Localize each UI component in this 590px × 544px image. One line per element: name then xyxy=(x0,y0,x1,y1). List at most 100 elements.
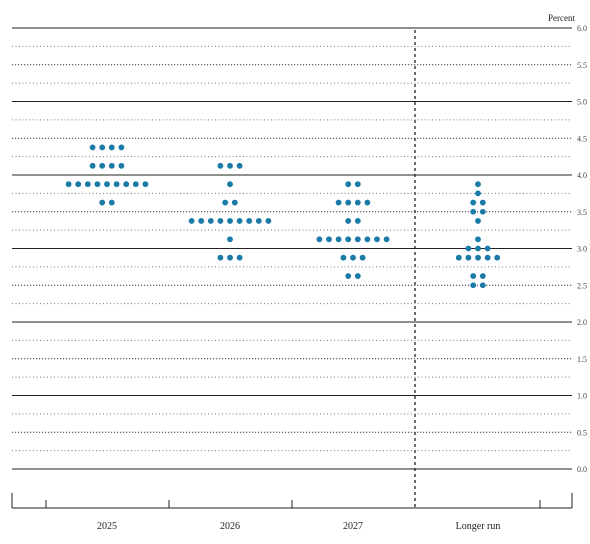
y-tick-label: 1.5 xyxy=(577,355,587,364)
participant-dot xyxy=(316,236,323,243)
participant-dot xyxy=(123,181,130,188)
y-tick-label: 3.0 xyxy=(577,245,587,254)
participant-dot xyxy=(227,236,233,243)
participant-dot xyxy=(188,218,195,224)
participant-dot xyxy=(265,218,272,224)
participant-dot xyxy=(374,236,380,243)
participant-dot xyxy=(227,181,233,188)
participant-dot xyxy=(142,181,149,188)
participant-dot xyxy=(350,254,356,261)
participant-dot xyxy=(494,254,501,261)
dot-series xyxy=(65,144,501,289)
y-tick-label: 2.5 xyxy=(577,281,587,290)
participant-dot xyxy=(222,199,229,206)
participant-dot xyxy=(354,218,361,224)
y-tick-label: 2.0 xyxy=(577,318,587,327)
y-tick-label: 6.0 xyxy=(577,24,587,33)
participant-dot xyxy=(345,273,352,279)
participant-dot xyxy=(236,218,243,224)
participant-dot xyxy=(217,254,224,261)
participant-dot xyxy=(364,236,371,243)
participant-dot xyxy=(132,181,139,188)
participant-dot xyxy=(475,254,481,261)
y-tick-label: 0.0 xyxy=(577,465,587,474)
participant-dot xyxy=(345,236,352,243)
y-tick-labels: 0.0 0.5 1.0 1.5 2.0 2.5 3.0 3.5 4.0 4.5 5.0 5.5 6.0 xyxy=(577,24,587,474)
participant-dot xyxy=(465,245,472,252)
participant-dot xyxy=(118,144,125,151)
participant-dot xyxy=(479,208,486,215)
participant-dot xyxy=(340,254,347,261)
participant-dot xyxy=(99,144,106,151)
participant-dot xyxy=(108,162,115,169)
participant-dot xyxy=(479,199,486,206)
y-tick-label: 5.5 xyxy=(577,61,587,70)
participant-dot xyxy=(455,254,462,261)
participant-dot xyxy=(354,236,361,243)
x-category-label: 2026 xyxy=(220,521,240,532)
participant-dot xyxy=(113,181,120,188)
participant-dot xyxy=(108,199,115,206)
participant-dot xyxy=(475,190,481,197)
participant-dot xyxy=(470,282,477,289)
participant-dot xyxy=(354,181,361,188)
participant-dot xyxy=(207,218,214,224)
participant-dot xyxy=(231,199,238,206)
participant-dot xyxy=(118,162,125,169)
participant-dot xyxy=(345,199,352,206)
participant-dot xyxy=(99,199,106,206)
participant-dot xyxy=(475,236,481,243)
participant-dot xyxy=(246,218,253,224)
participant-dot xyxy=(345,181,352,188)
participant-dot xyxy=(479,282,486,289)
x-category-label: Longer run xyxy=(456,521,501,532)
participant-dot xyxy=(227,162,233,169)
participant-dot xyxy=(217,162,224,169)
y-unit-label: Percent xyxy=(548,13,575,23)
participant-dot xyxy=(227,218,233,224)
y-tick-label: 3.5 xyxy=(577,208,587,217)
x-category-label: 2027 xyxy=(343,521,363,532)
participant-dot xyxy=(89,162,96,169)
participant-dot xyxy=(335,236,342,243)
participant-dot xyxy=(236,162,243,169)
participant-dot xyxy=(354,273,361,279)
y-tick-label: 1.0 xyxy=(577,392,587,401)
participant-dot xyxy=(326,236,332,243)
x-category-label: 2025 xyxy=(97,521,117,532)
participant-dot xyxy=(465,254,472,261)
participant-dot xyxy=(479,273,486,279)
participant-dot xyxy=(484,245,491,252)
participant-dot xyxy=(75,181,82,188)
x-category-labels: 2025 2026 2027 Longer run xyxy=(97,521,500,532)
participant-dot xyxy=(335,199,342,206)
participant-dot xyxy=(94,181,101,188)
x-axis xyxy=(11,493,573,509)
participant-dot xyxy=(383,236,390,243)
participant-dot xyxy=(475,181,481,188)
participant-dot xyxy=(345,218,352,224)
participant-dot xyxy=(475,245,481,252)
participant-dot xyxy=(198,218,205,224)
participant-dot xyxy=(84,181,91,188)
y-tick-label: 4.0 xyxy=(577,171,587,180)
y-tick-label: 4.5 xyxy=(577,134,587,143)
participant-dot xyxy=(99,162,106,169)
y-tick-label: 0.5 xyxy=(577,428,587,437)
participant-dot xyxy=(484,254,491,261)
participant-dot xyxy=(255,218,262,224)
y-tick-label: 5.0 xyxy=(577,98,587,107)
participant-dot xyxy=(470,199,477,206)
participant-dot xyxy=(364,199,371,206)
participant-dot xyxy=(354,199,361,206)
participant-dot xyxy=(359,254,366,261)
participant-dot xyxy=(108,144,115,151)
grid-lines xyxy=(12,27,572,470)
participant-dot xyxy=(227,254,233,261)
participant-dot xyxy=(470,208,477,215)
participant-dot xyxy=(89,144,96,151)
participant-dot xyxy=(470,273,477,279)
participant-dot xyxy=(236,254,243,261)
participant-dot xyxy=(65,181,72,188)
